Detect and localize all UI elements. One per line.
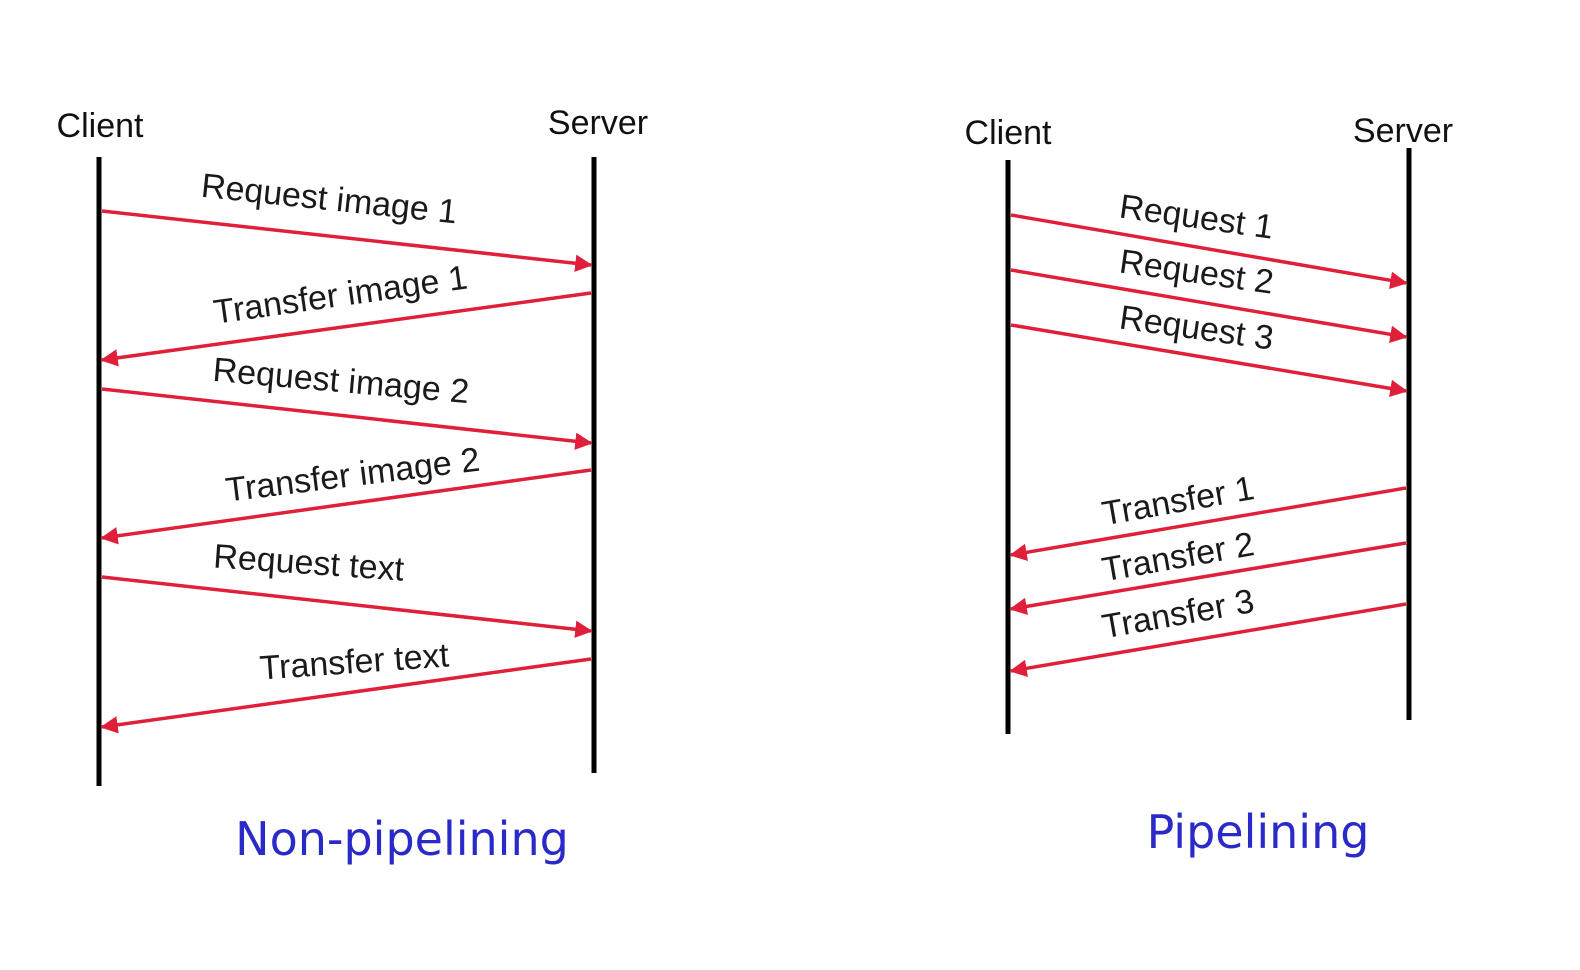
client-to-server-arrow (101, 387, 593, 450)
client-label: Client (965, 114, 1052, 152)
client-label: Client (57, 107, 144, 145)
server-to-client-arrow (1009, 541, 1407, 616)
server-to-client-arrow (1009, 602, 1407, 677)
client-to-server-arrow (101, 575, 593, 638)
server-label: Server (1353, 112, 1453, 150)
message-label: Request text (212, 537, 406, 588)
message-label: Transfer text (258, 636, 450, 687)
pipelining-diagram: Client Server Request 1 Request 2 Reques… (965, 112, 1454, 859)
message-label: Request image 1 (199, 167, 459, 232)
server-to-client-arrow (100, 468, 592, 545)
client-to-server-arrow (1010, 268, 1408, 343)
diagram-caption: Non-pipelining (235, 812, 569, 866)
server-label: Server (548, 104, 648, 142)
server-to-client-arrow (1009, 486, 1407, 561)
diagram-caption: Pipelining (1147, 805, 1370, 859)
non-pipelining-diagram: Client Server Request image 1 Transfer i… (57, 104, 649, 866)
server-to-client-arrow (100, 657, 592, 734)
client-to-server-arrow (1010, 323, 1408, 398)
message-label: Request image 2 (211, 351, 470, 411)
client-to-server-arrow (1010, 213, 1408, 289)
message-label: Transfer image 2 (223, 441, 481, 510)
client-to-server-arrow (101, 209, 593, 272)
message-label: Transfer 1 (1099, 469, 1257, 533)
message-label: Request 3 (1117, 299, 1276, 358)
message-label: Transfer image 1 (211, 258, 470, 331)
server-to-client-arrow (100, 291, 592, 367)
